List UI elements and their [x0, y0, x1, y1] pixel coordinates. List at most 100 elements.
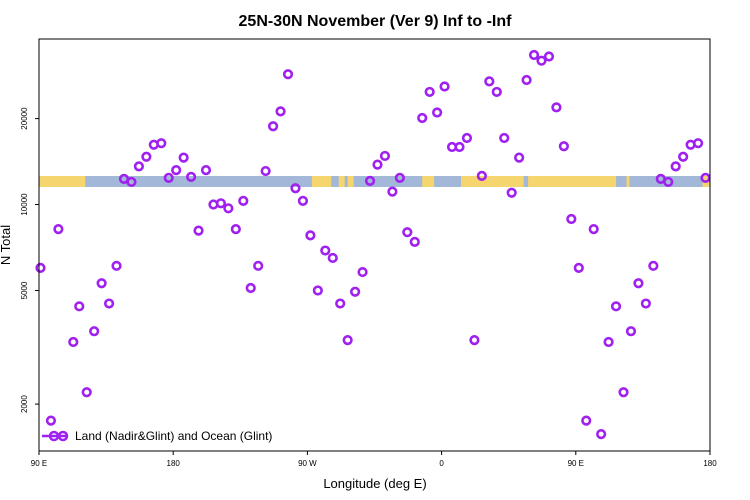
data-point — [171, 165, 182, 176]
data-point — [409, 236, 420, 247]
data-point — [215, 198, 227, 209]
data-point — [372, 159, 383, 170]
data-point — [633, 278, 644, 289]
data-point — [96, 278, 107, 289]
data-point — [290, 183, 301, 194]
y-axis-ticks: 2000 5000 10000 20000 — [20, 107, 39, 413]
data-point — [320, 245, 331, 256]
data-point — [394, 172, 405, 183]
data-point — [305, 230, 316, 241]
data-point — [536, 55, 547, 66]
chart-title: 25N-30N November (Ver 9) Inf to -Inf — [239, 13, 513, 30]
data-point — [558, 141, 569, 152]
data-point — [275, 106, 286, 117]
data-point — [89, 326, 100, 337]
y-tick-label: 2000 — [20, 395, 29, 413]
land-segment — [338, 176, 345, 187]
data-point — [312, 285, 323, 296]
data-point — [342, 335, 353, 346]
data-point — [81, 387, 92, 398]
data-point — [238, 195, 249, 206]
data-point — [253, 260, 264, 271]
data-point — [327, 252, 338, 264]
data-point — [364, 175, 376, 186]
legend-marker — [57, 430, 69, 442]
data-point — [640, 298, 651, 309]
data-point — [588, 224, 599, 235]
data-point — [596, 429, 607, 440]
data-point — [35, 262, 46, 273]
y-tick-label: 5000 — [20, 281, 29, 299]
land-segment — [528, 176, 617, 187]
legend: Land (Nadir&Glint) and Ocean (Glint) — [42, 429, 272, 443]
data-point — [350, 286, 361, 297]
x-tick-label: 90 E — [568, 459, 584, 468]
data-point — [163, 172, 174, 183]
x-tick-label: 180 — [167, 459, 181, 468]
y-tick-label: 20000 — [20, 107, 29, 130]
y-tick-label: 10000 — [20, 193, 29, 216]
data-point — [53, 224, 64, 235]
data-point — [469, 335, 480, 346]
legend-label: Land (Nadir&Glint) and Ocean (Glint) — [75, 429, 272, 443]
land-segment — [626, 176, 630, 187]
data-point — [648, 260, 659, 271]
plot-frame — [38, 38, 711, 452]
data-point — [506, 187, 517, 198]
x-axis-ticks: 90 E 180 90 W 0 90 E 180 — [31, 451, 717, 468]
data-point — [193, 225, 204, 236]
land-segment — [422, 176, 435, 187]
land-segment — [460, 176, 524, 187]
data-point — [454, 141, 465, 153]
data-point — [402, 227, 413, 238]
data-point — [678, 151, 689, 162]
data-point — [476, 170, 487, 181]
x-tick-label: 90 W — [298, 459, 317, 468]
x-tick-label: 90 E — [31, 459, 47, 468]
data-point — [156, 138, 167, 149]
data-point — [603, 336, 614, 348]
data-point — [543, 51, 555, 62]
data-point — [573, 262, 584, 273]
data-point — [461, 132, 473, 144]
data-point — [521, 74, 532, 86]
data-point — [223, 203, 234, 214]
data-point — [491, 86, 502, 98]
land-segment — [39, 176, 86, 187]
data-point — [551, 102, 562, 113]
data-point — [618, 387, 629, 398]
data-point — [126, 176, 137, 188]
data-point — [692, 138, 704, 149]
data-points — [35, 49, 711, 440]
data-point — [499, 132, 510, 144]
data-point — [282, 69, 294, 80]
data-point — [670, 161, 681, 172]
data-point — [700, 172, 711, 183]
data-point — [268, 121, 279, 132]
data-point — [663, 176, 674, 188]
data-point — [103, 298, 115, 309]
data-point — [484, 76, 495, 87]
data-point — [566, 213, 577, 225]
data-point — [514, 152, 525, 163]
data-point — [335, 298, 346, 309]
data-point — [111, 260, 122, 271]
data-point — [610, 301, 622, 312]
data-point — [432, 107, 443, 118]
data-point — [379, 150, 391, 162]
data-point — [68, 336, 79, 348]
y-axis-label: N Total — [0, 225, 13, 265]
data-point — [424, 86, 435, 98]
data-point — [133, 161, 145, 172]
data-point — [528, 49, 540, 61]
data-point — [260, 165, 271, 177]
data-point — [141, 151, 152, 162]
data-point — [387, 186, 398, 197]
data-point — [74, 301, 85, 312]
x-tick-label: 0 — [439, 459, 444, 468]
data-point — [417, 112, 428, 124]
data-point — [178, 152, 189, 163]
data-point — [45, 415, 57, 426]
data-point — [357, 266, 368, 278]
